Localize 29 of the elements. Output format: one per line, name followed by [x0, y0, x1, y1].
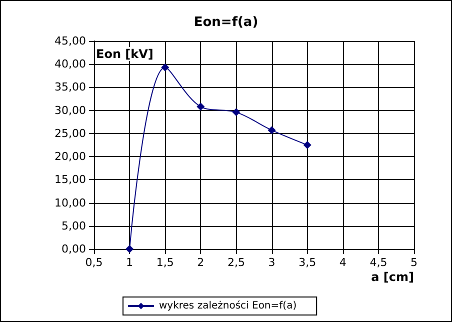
- y-tick-label: 30,00: [54, 104, 86, 117]
- chart-title: Eon=f(a): [194, 15, 258, 30]
- x-tick-label: 1: [126, 256, 134, 269]
- y-tick-label: 45,00: [54, 34, 86, 48]
- legend-label: wykres zależności Eon=f(a): [159, 300, 297, 312]
- x-tick-label: 5: [410, 256, 418, 269]
- x-tick-label: 0,5: [85, 256, 103, 269]
- point: [161, 63, 170, 72]
- point: [232, 108, 240, 116]
- x-tick-label: 2: [197, 256, 204, 269]
- point: [303, 141, 312, 149]
- y-tick-label: 35,00: [54, 80, 86, 94]
- y-tick-label: 15,00: [54, 173, 86, 186]
- y-axis-title: Eon [kV]: [96, 47, 154, 61]
- x-tick-label: 3,5: [298, 256, 316, 269]
- y-tick-label: 10,00: [54, 196, 86, 210]
- y-tick-label: 5,00: [62, 219, 86, 232]
- point: [196, 102, 205, 111]
- y-tick-label: 40,00: [54, 58, 86, 71]
- point: [268, 126, 276, 134]
- x-tick-label: 4: [339, 256, 346, 269]
- y-tick-label: 20,00: [54, 150, 86, 164]
- x-axis-title: a [cm]: [371, 270, 414, 284]
- x-tick-label: 2,5: [227, 256, 245, 269]
- y-tick-label: 25,00: [54, 126, 86, 140]
- x-tick-label: 4,5: [370, 256, 388, 269]
- x-tick-label: 3: [268, 256, 276, 269]
- y-tick-label: 0,00: [62, 242, 86, 256]
- x-tick-label: 1,5: [156, 256, 174, 269]
